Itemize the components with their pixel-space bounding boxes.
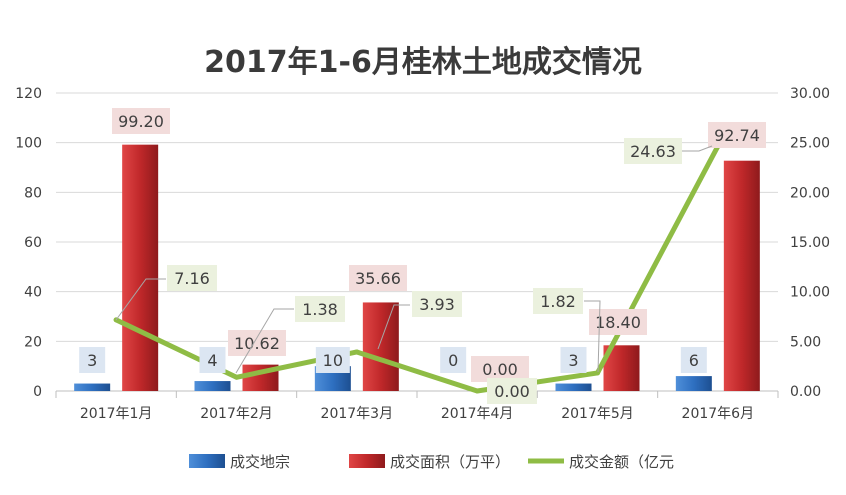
count-label-bg xyxy=(79,347,106,373)
amount-label: 1.38 xyxy=(302,300,338,319)
y-left-tick-label: 80 xyxy=(24,185,42,201)
amount-point xyxy=(354,349,360,355)
amount-point xyxy=(474,388,480,394)
count-label: 6 xyxy=(689,351,699,370)
amount-label: 7.16 xyxy=(174,269,210,288)
y-left-tick-label: 40 xyxy=(24,285,42,301)
leader-line xyxy=(115,278,166,321)
leader-line xyxy=(682,145,713,152)
amount-label: 1.82 xyxy=(540,292,576,311)
legend-label-amount: 成交金额（亿元 xyxy=(569,453,674,471)
y-left-tick-label: 100 xyxy=(15,136,42,152)
bar-count xyxy=(675,376,712,391)
leader-line xyxy=(584,300,601,373)
area-label-bg xyxy=(228,330,286,356)
amount-label-bg xyxy=(295,296,345,322)
y-right-tick-label: 20.00 xyxy=(790,185,830,201)
y-right-tick-label: 25.00 xyxy=(790,136,830,152)
amount-label-bg xyxy=(533,288,583,314)
x-tick-label: 2017年2月 xyxy=(200,406,273,422)
chart-title: 2017年1-6月桂林土地成交情况 xyxy=(204,45,642,80)
amount-label-bg xyxy=(167,265,217,291)
x-tick-label: 2017年1月 xyxy=(80,406,153,422)
bar-area xyxy=(122,144,159,391)
y-right-tick-label: 30.00 xyxy=(790,86,830,102)
legend-label-count: 成交地宗 xyxy=(230,453,290,471)
x-tick-label: 2017年6月 xyxy=(682,406,755,422)
area-label-bg xyxy=(708,122,766,148)
area-label-bg xyxy=(471,356,529,382)
count-label-bg xyxy=(560,347,587,373)
x-tick-label: 2017年4月 xyxy=(441,406,514,422)
count-label-bg xyxy=(199,347,226,373)
y-left-tick-label: 20 xyxy=(24,334,42,350)
bar-area xyxy=(362,302,399,391)
y-left-tick-label: 120 xyxy=(15,86,42,102)
x-tick-label: 2017年5月 xyxy=(561,406,634,422)
y-right-tick-label: 5.00 xyxy=(790,334,821,350)
amount-label-bg xyxy=(487,378,537,404)
amount-label: 0.00 xyxy=(494,382,530,401)
count-label-bg xyxy=(680,347,707,373)
count-label: 0 xyxy=(448,351,458,370)
bar-count xyxy=(555,383,592,391)
area-label: 35.66 xyxy=(355,269,401,288)
data-labels: 3 4 10 0 3 6 99.20 10.62 35.66 0.00 18.40 92.74 7.16… xyxy=(79,108,766,404)
amount-label: 24.63 xyxy=(630,142,676,161)
amount-label: 3.93 xyxy=(419,295,455,314)
axes: 0204060801001200.005.0010.0015.0020.0025… xyxy=(15,86,830,422)
bar-area xyxy=(723,160,760,391)
area-label-bg xyxy=(349,265,407,291)
count-label-bg xyxy=(315,347,350,373)
legend-swatch-count xyxy=(189,454,225,468)
leader-line xyxy=(235,308,294,374)
legend-label-area: 成交面积（万平） xyxy=(390,453,510,471)
legend: 成交地宗 成交面积（万平） 成交金额（亿元 xyxy=(189,453,674,471)
count-label: 3 xyxy=(87,351,97,370)
y-right-tick-label: 0.00 xyxy=(790,384,821,400)
area-label: 92.74 xyxy=(714,126,760,145)
bar-count xyxy=(74,383,111,391)
area-label: 99.20 xyxy=(118,112,164,131)
amount-point xyxy=(595,370,600,376)
y-left-tick-label: 60 xyxy=(24,235,42,251)
area-label: 0.00 xyxy=(482,360,518,379)
area-label: 10.62 xyxy=(234,334,280,353)
legend-swatch-area xyxy=(349,454,385,468)
amount-label-bg xyxy=(624,138,682,164)
bars xyxy=(74,144,760,391)
amount-label-bg xyxy=(412,291,462,317)
y-right-tick-label: 10.00 xyxy=(790,285,830,301)
count-label-bg xyxy=(440,347,467,373)
y-left-tick-label: 0 xyxy=(33,384,42,400)
x-tick-label: 2017年3月 xyxy=(321,406,394,422)
count-label: 4 xyxy=(207,351,217,370)
area-label: 18.40 xyxy=(595,313,641,332)
bar-count xyxy=(194,381,231,391)
area-label-bg xyxy=(112,108,170,134)
count-label: 10 xyxy=(323,351,343,370)
leader-line xyxy=(377,304,410,350)
amount-point xyxy=(234,374,239,380)
y-right-tick-label: 15.00 xyxy=(790,235,830,251)
count-label: 3 xyxy=(568,351,578,370)
